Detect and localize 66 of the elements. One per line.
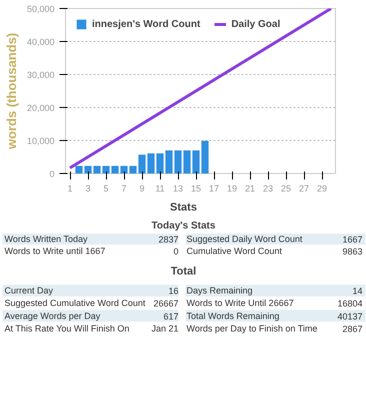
bar bbox=[138, 154, 146, 174]
legend-label: Daily Goal bbox=[231, 18, 280, 30]
x-tick-label: 7 bbox=[121, 184, 127, 194]
x-tick-label: 9 bbox=[139, 184, 145, 194]
text: At This Rate You Will Finish On bbox=[4, 323, 130, 334]
x-tick-label: 25 bbox=[280, 184, 292, 194]
y-axis-title: words (thousands) bbox=[4, 32, 19, 150]
text: Words to Write until 1667 bbox=[4, 246, 106, 256]
x-tick-label: 11 bbox=[155, 184, 165, 194]
text: Words to Write Until 26667 bbox=[186, 298, 294, 308]
text: 0 bbox=[173, 246, 179, 256]
y-tick-label: 10,000 bbox=[26, 136, 55, 146]
x-tick-label: 3 bbox=[85, 184, 91, 194]
x-tick-label: 27 bbox=[298, 184, 310, 194]
y-tick-label: 50,000 bbox=[26, 4, 55, 14]
bar bbox=[192, 150, 200, 174]
bar bbox=[201, 140, 209, 174]
text: Suggested Cumulative Word Count bbox=[4, 298, 146, 308]
bar bbox=[111, 166, 119, 174]
text: 40137 bbox=[337, 311, 363, 322]
text: Days Remaining bbox=[186, 286, 253, 296]
bar bbox=[75, 166, 83, 174]
text: 16804 bbox=[337, 298, 363, 309]
bar bbox=[102, 166, 110, 174]
text: Current Day bbox=[4, 286, 54, 296]
x-tick-label: 1 bbox=[67, 184, 73, 194]
text: Total Words Remaining bbox=[186, 310, 280, 321]
x-tick-label: 17 bbox=[208, 184, 220, 194]
bar bbox=[174, 150, 182, 174]
text: Words per Day to Finish on Time bbox=[186, 323, 318, 334]
x-tick-label: 21 bbox=[244, 184, 256, 194]
text: Cumulative Word Count bbox=[186, 246, 282, 256]
bar bbox=[129, 166, 137, 174]
x-tick-label: 13 bbox=[172, 184, 184, 194]
y-tick-label: 20,000 bbox=[26, 103, 55, 113]
legend-label: innesjen's Word Count bbox=[92, 18, 200, 30]
text: Words Written Today bbox=[4, 234, 88, 244]
text: 16 bbox=[168, 286, 179, 296]
bar bbox=[84, 166, 92, 174]
bar bbox=[183, 150, 191, 174]
text: Stats bbox=[170, 202, 197, 214]
text: Today's Stats bbox=[152, 220, 216, 232]
x-tick-label: 15 bbox=[190, 184, 202, 194]
y-tick-label: 40,000 bbox=[26, 37, 55, 47]
x-tick-label: 29 bbox=[316, 184, 328, 194]
text: Suggested Daily Word Count bbox=[186, 234, 303, 244]
text: 14 bbox=[352, 286, 363, 296]
text: Average Words per Day bbox=[4, 310, 101, 321]
x-tick-label: 5 bbox=[103, 184, 109, 194]
text: 2837 bbox=[158, 234, 179, 245]
x-tick-label: 19 bbox=[226, 184, 238, 194]
bar bbox=[93, 166, 101, 174]
text: Jan 21 bbox=[151, 323, 179, 334]
text: 2867 bbox=[342, 324, 363, 334]
y-tick-label: 30,000 bbox=[26, 70, 55, 80]
text: Total bbox=[170, 266, 196, 278]
bar bbox=[147, 153, 155, 174]
bar bbox=[120, 166, 128, 174]
x-tick-label: 23 bbox=[262, 184, 274, 194]
y-tick-label: 0 bbox=[49, 169, 55, 179]
text: 1667 bbox=[342, 234, 363, 245]
text: 26667 bbox=[153, 298, 179, 309]
text: 9863 bbox=[342, 246, 363, 256]
text: 617 bbox=[163, 311, 179, 322]
bar bbox=[165, 150, 173, 174]
bar bbox=[156, 153, 164, 174]
